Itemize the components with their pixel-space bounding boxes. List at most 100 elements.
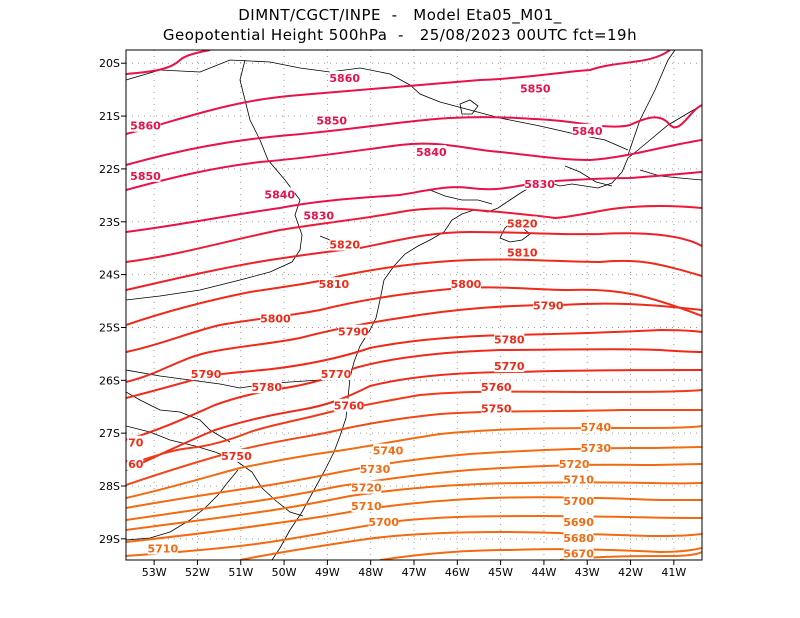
contour-label-background bbox=[264, 187, 295, 201]
contour-label-background bbox=[321, 367, 352, 381]
contour-label-background bbox=[533, 298, 564, 312]
contour-line bbox=[126, 50, 671, 135]
contour-label-background bbox=[334, 398, 365, 412]
espirito-santo-coast bbox=[639, 169, 702, 181]
contour-label: 5750 bbox=[481, 402, 512, 415]
lat-tick-label: 24S bbox=[99, 269, 120, 282]
guanabara-detail bbox=[459, 99, 479, 115]
graticule-grid bbox=[126, 50, 702, 560]
contour-label: 5700 bbox=[563, 495, 594, 508]
contour-label: 5760 bbox=[334, 400, 365, 413]
contour-label: 5740 bbox=[373, 445, 404, 458]
contour-label: 5770 bbox=[113, 437, 144, 450]
contour-line bbox=[126, 171, 702, 233]
contour-label-background bbox=[563, 515, 594, 529]
contour-label: 5800 bbox=[260, 313, 291, 326]
contour-label: 5740 bbox=[581, 421, 612, 434]
contour-line bbox=[126, 348, 702, 441]
map-title-line-1: DIMNT/CGCT/INPE - Model Eta05_M01_ bbox=[238, 6, 562, 24]
lat-tick-label: 23S bbox=[99, 216, 120, 229]
contour-label: 5840 bbox=[572, 125, 603, 138]
geopotential-contours bbox=[126, 50, 702, 560]
contour-label: 5700 bbox=[368, 516, 399, 529]
contour-label: 5710 bbox=[351, 500, 382, 513]
lon-tick-label: 51W bbox=[228, 566, 253, 579]
international-border-uruguay bbox=[126, 469, 239, 541]
map-title-line-2: Geopotential Height 500hPa - 25/08/2023 … bbox=[162, 26, 638, 44]
contour-label: 5860 bbox=[130, 120, 161, 133]
contour-label-background bbox=[130, 118, 161, 132]
contour-label-background bbox=[580, 441, 611, 455]
lat-tick-label: 28S bbox=[99, 480, 120, 493]
contour-label-background bbox=[221, 448, 252, 462]
lat-tick-label: 22S bbox=[99, 163, 120, 176]
state-border-ms-sp bbox=[239, 59, 301, 201]
contour-label-background bbox=[563, 493, 594, 507]
contour-label-background bbox=[303, 208, 334, 222]
contour-label-background bbox=[580, 419, 611, 433]
contour-line bbox=[126, 230, 702, 291]
contour-line bbox=[126, 286, 702, 353]
contour-label-background bbox=[251, 380, 282, 394]
lon-tick-label: 52W bbox=[185, 566, 210, 579]
contour-label: 5820 bbox=[329, 239, 360, 252]
contour-line bbox=[126, 205, 702, 263]
contour-label-background bbox=[481, 401, 512, 415]
contour-label-background bbox=[494, 332, 525, 346]
state-border-sp-mg-south bbox=[429, 189, 493, 205]
contour-label: 5730 bbox=[360, 463, 391, 476]
state-border-pr-sc bbox=[126, 369, 346, 389]
lon-tick-label: 45W bbox=[488, 566, 513, 579]
contour-label: 5710 bbox=[147, 542, 178, 555]
contour-label: 5840 bbox=[264, 188, 295, 201]
contour-line bbox=[126, 139, 702, 191]
contour-label: 5820 bbox=[507, 217, 538, 230]
contour-label: 5720 bbox=[559, 458, 590, 471]
contour-label: 5850 bbox=[520, 83, 551, 96]
lat-tick-label: 25S bbox=[99, 321, 120, 334]
contour-label: 5770 bbox=[494, 360, 525, 373]
contour-label-background bbox=[351, 480, 382, 494]
lon-tick-label: 53W bbox=[142, 566, 167, 579]
lon-tick-label: 50W bbox=[272, 566, 297, 579]
contour-label-background bbox=[563, 472, 594, 486]
contour-line bbox=[126, 446, 702, 509]
lon-tick-label: 43W bbox=[575, 566, 600, 579]
contour-label-background bbox=[572, 123, 603, 137]
contour-label: 5760 bbox=[113, 458, 144, 471]
lon-tick-label: 47W bbox=[402, 566, 427, 579]
contour-label-background bbox=[507, 245, 538, 259]
coastline-and-borders bbox=[126, 50, 702, 560]
contour-line bbox=[126, 425, 702, 499]
contour-label-background bbox=[191, 367, 222, 381]
state-border-rio bbox=[564, 165, 613, 187]
lat-tick-label: 27S bbox=[99, 427, 120, 440]
contour-label-background bbox=[126, 435, 144, 449]
contour-label-background bbox=[360, 462, 391, 476]
lon-tick-label: 49W bbox=[315, 566, 340, 579]
contour-label-background bbox=[130, 168, 161, 182]
contour-label-background bbox=[351, 499, 382, 513]
contour-label-background bbox=[147, 541, 178, 555]
contour-label: 5790 bbox=[533, 299, 564, 312]
contour-label-background bbox=[563, 546, 594, 560]
lat-tick-label: 21S bbox=[99, 110, 120, 123]
contour-line bbox=[126, 302, 702, 383]
contour-label-background bbox=[450, 277, 481, 291]
contour-label-background bbox=[368, 515, 399, 529]
contour-label: 5830 bbox=[303, 209, 334, 222]
contour-label-background bbox=[373, 443, 404, 457]
contour-label: 5850 bbox=[130, 170, 161, 183]
state-border-mg-es bbox=[627, 50, 676, 156]
contour-label-background bbox=[329, 237, 360, 251]
lon-tick-label: 44W bbox=[531, 566, 556, 579]
contour-label: 5810 bbox=[507, 246, 538, 259]
contour-label: 5790 bbox=[191, 368, 222, 381]
lat-tick-label: 26S bbox=[99, 374, 120, 387]
contour-line bbox=[126, 258, 702, 326]
lat-tick-label: 20S bbox=[99, 57, 120, 70]
contour-label: 5730 bbox=[581, 442, 612, 455]
contour-label: 5860 bbox=[329, 72, 360, 85]
contour-line bbox=[126, 104, 702, 166]
